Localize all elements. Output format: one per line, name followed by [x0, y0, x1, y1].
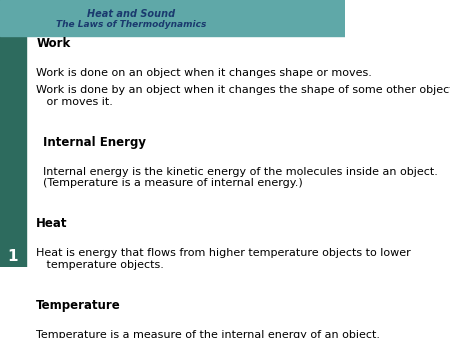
Bar	[0, 0, 345, 36]
Text: Heat is energy that flows from higher temperature objects to lower
   temperatur: Heat is energy that flows from higher te…	[36, 248, 411, 270]
Text: Work is done on an object when it changes shape or moves.: Work is done on an object when it change…	[36, 68, 372, 78]
Bar	[0, 0, 26, 267]
Text: Internal Energy: Internal Energy	[43, 136, 146, 149]
Text: The Laws of Thermodynamics: The Laws of Thermodynamics	[56, 20, 206, 29]
Text: Heat: Heat	[36, 217, 68, 231]
Text: Temperature is a measure of the internal energy of an object.: Temperature is a measure of the internal…	[36, 330, 380, 338]
Text: Work: Work	[36, 38, 70, 50]
Text: 1: 1	[8, 249, 18, 264]
Text: Internal energy is the kinetic energy of the molecules inside an object.
(Temper: Internal energy is the kinetic energy of…	[43, 167, 438, 188]
Text: Work is done by an object when it changes the shape of some other object
   or m: Work is done by an object when it change…	[36, 86, 450, 107]
Text: Heat and Sound: Heat and Sound	[87, 9, 175, 19]
Text: Temperature: Temperature	[36, 299, 121, 312]
